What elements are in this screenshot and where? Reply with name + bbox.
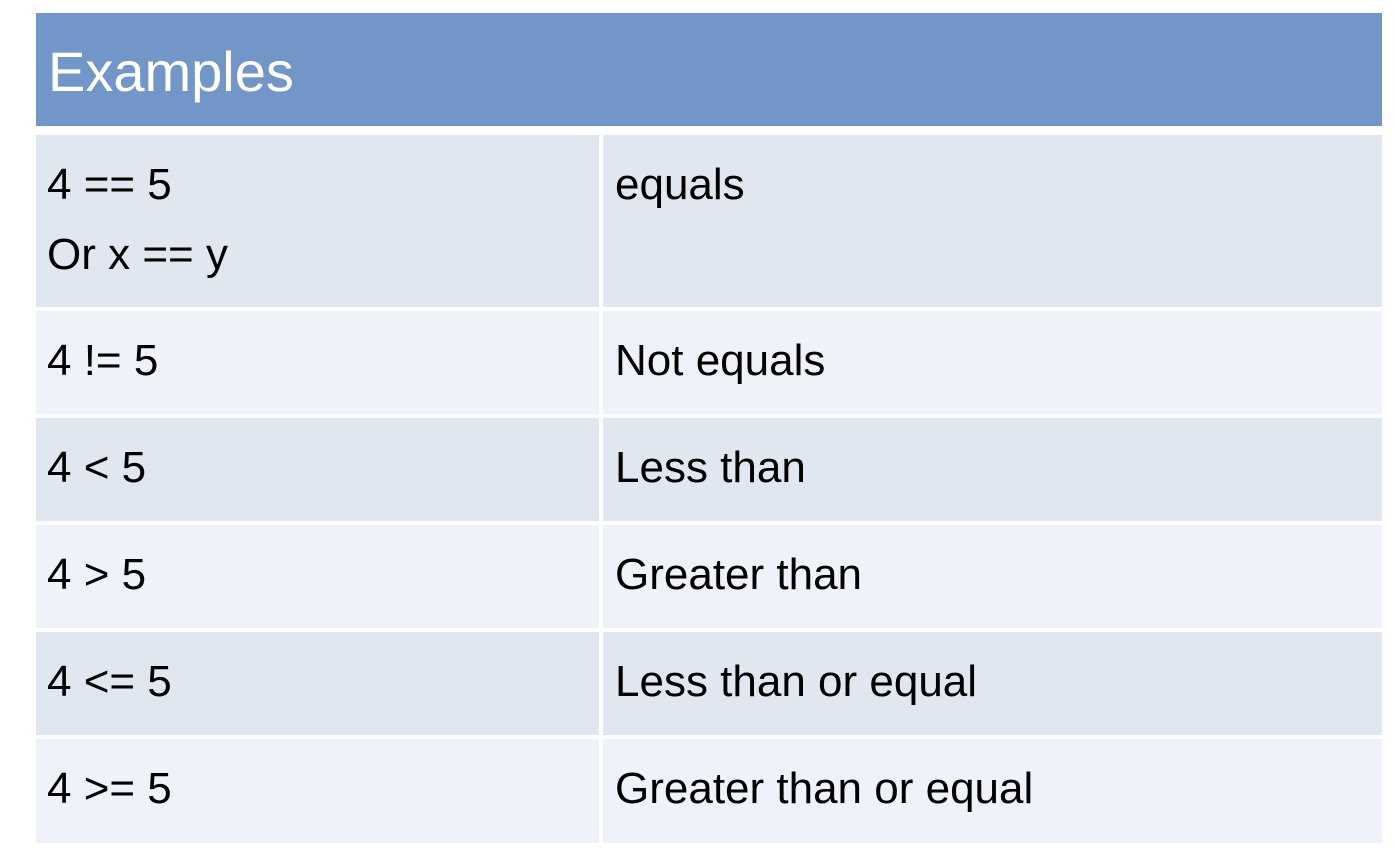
meaning-cell: Greater than <box>603 525 1382 628</box>
expression-cell: 4 > 5 <box>36 525 603 628</box>
table-row: 4 >= 5 Greater than or equal <box>36 735 1382 843</box>
examples-table: Examples 4 == 5 Or x == y equals 4 != 5 … <box>36 13 1382 843</box>
table-row: 4 <= 5 Less than or equal <box>36 628 1382 735</box>
expression-text: 4 < 5 <box>47 443 147 492</box>
meaning-cell: equals <box>603 135 1382 307</box>
expression-text: Or x == y <box>47 230 228 279</box>
expression-text: 4 <= 5 <box>47 657 172 706</box>
table-row: 4 != 5 Not equals <box>36 307 1382 414</box>
expression-text: 4 >= 5 <box>47 764 172 813</box>
expression-text: 4 == 5 <box>47 160 172 209</box>
expression-cell: 4 >= 5 <box>36 739 603 843</box>
table-row: 4 > 5 Greater than <box>36 521 1382 628</box>
expression-text: 4 > 5 <box>47 550 147 599</box>
expression-cell: 4 == 5 Or x == y <box>36 135 603 307</box>
meaning-cell: Less than or equal <box>603 632 1382 735</box>
meaning-cell: Less than <box>603 418 1382 521</box>
table-row: 4 < 5 Less than <box>36 414 1382 521</box>
meaning-cell: Greater than or equal <box>603 739 1382 843</box>
expression-cell: 4 != 5 <box>36 311 603 414</box>
meaning-cell: Not equals <box>603 311 1382 414</box>
expression-cell: 4 < 5 <box>36 418 603 521</box>
expression-cell: 4 <= 5 <box>36 632 603 735</box>
table-row: 4 == 5 Or x == y equals <box>36 131 1382 307</box>
expression-text: 4 != 5 <box>47 336 159 385</box>
table-header: Examples <box>36 13 1382 131</box>
